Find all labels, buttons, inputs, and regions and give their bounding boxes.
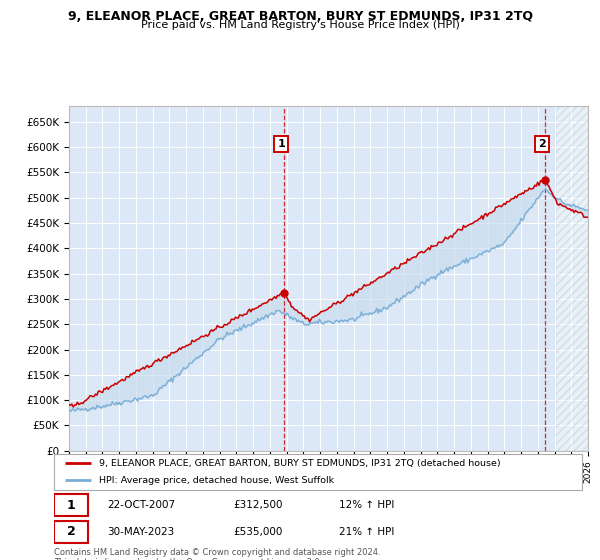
Text: Contains HM Land Registry data © Crown copyright and database right 2024.
This d: Contains HM Land Registry data © Crown c…: [54, 548, 380, 560]
Text: 12% ↑ HPI: 12% ↑ HPI: [339, 501, 394, 510]
FancyBboxPatch shape: [54, 494, 88, 516]
Text: 2: 2: [67, 525, 76, 538]
FancyBboxPatch shape: [54, 454, 582, 490]
Text: 22-OCT-2007: 22-OCT-2007: [107, 501, 175, 510]
Text: 9, ELEANOR PLACE, GREAT BARTON, BURY ST EDMUNDS, IP31 2TQ (detached house): 9, ELEANOR PLACE, GREAT BARTON, BURY ST …: [99, 459, 500, 468]
Text: 9, ELEANOR PLACE, GREAT BARTON, BURY ST EDMUNDS, IP31 2TQ: 9, ELEANOR PLACE, GREAT BARTON, BURY ST …: [67, 10, 533, 22]
Text: £535,000: £535,000: [233, 527, 283, 536]
Text: 1: 1: [67, 499, 76, 512]
Text: £312,500: £312,500: [233, 501, 283, 510]
Text: HPI: Average price, detached house, West Suffolk: HPI: Average price, detached house, West…: [99, 475, 334, 484]
FancyBboxPatch shape: [54, 521, 88, 543]
Text: 30-MAY-2023: 30-MAY-2023: [107, 527, 174, 536]
Text: 1: 1: [277, 139, 285, 150]
Text: 21% ↑ HPI: 21% ↑ HPI: [339, 527, 394, 536]
Text: 2: 2: [538, 139, 546, 150]
Text: Price paid vs. HM Land Registry's House Price Index (HPI): Price paid vs. HM Land Registry's House …: [140, 20, 460, 30]
